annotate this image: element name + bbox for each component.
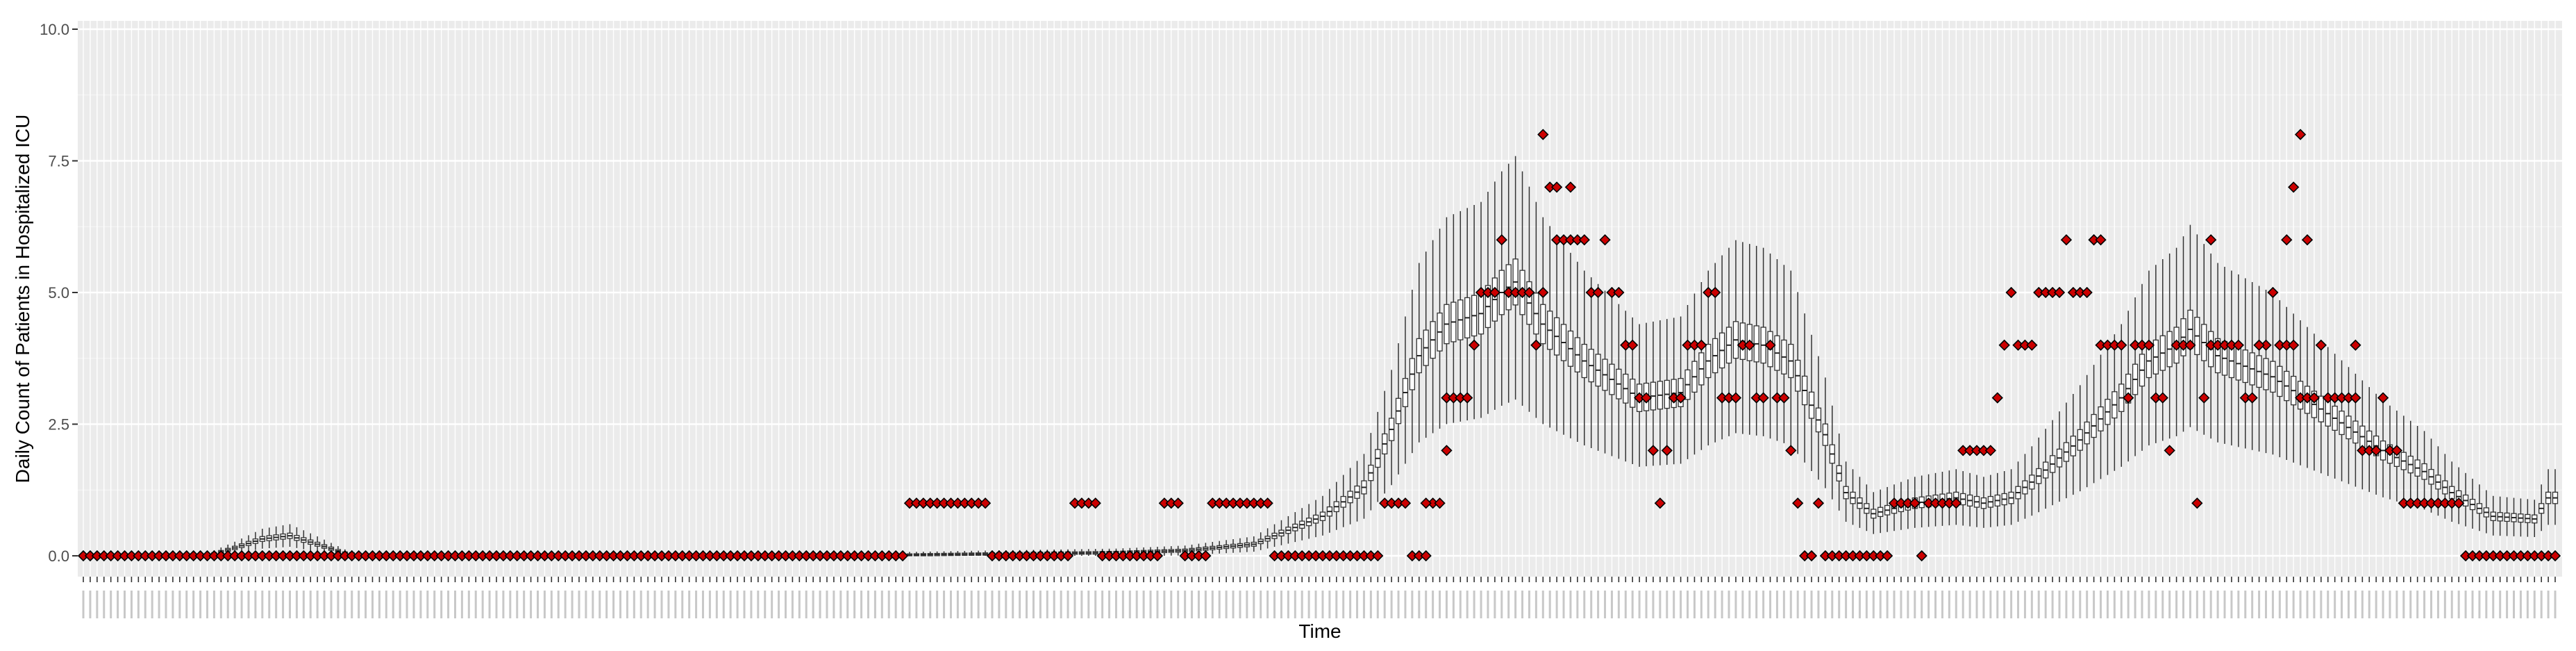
observed-point bbox=[2453, 497, 2465, 509]
observed-point bbox=[1654, 497, 1666, 509]
observed-point bbox=[1984, 445, 1996, 456]
observed-point bbox=[2123, 392, 2134, 404]
y-tick-label: 0.0 bbox=[48, 547, 69, 565]
observed-point bbox=[2095, 234, 2107, 246]
observed-point bbox=[1805, 550, 1818, 562]
observed-point bbox=[2315, 339, 2327, 351]
observed-point bbox=[1764, 339, 1776, 351]
observed-point bbox=[1496, 234, 1507, 246]
observed-point bbox=[1730, 392, 1742, 404]
observed-point bbox=[1613, 286, 1625, 299]
observed-point bbox=[1089, 497, 1101, 509]
y-tick-label: 5.0 bbox=[48, 284, 69, 302]
observed-point bbox=[1778, 392, 1790, 404]
plot-panel-background bbox=[78, 21, 2562, 577]
observed-point bbox=[1916, 550, 1927, 562]
observed-point bbox=[1564, 181, 1577, 193]
observed-point bbox=[2549, 550, 2561, 562]
observed-point bbox=[2198, 392, 2210, 404]
observed-point bbox=[1592, 286, 1604, 299]
observed-point bbox=[1399, 497, 1412, 509]
observed-point bbox=[1792, 497, 1804, 509]
observed-point bbox=[1420, 550, 1432, 562]
observed-point bbox=[1489, 286, 1501, 299]
x-axis-ticks bbox=[82, 577, 2557, 618]
observed-point bbox=[2184, 339, 2196, 351]
observed-point bbox=[1468, 339, 1480, 351]
observed-point bbox=[1950, 497, 1962, 509]
observed-point bbox=[1550, 181, 1563, 193]
observed-point bbox=[1743, 339, 1755, 351]
y-axis-ticks: 0.0 2.5 5.0 7.5 10.0 bbox=[40, 21, 78, 565]
observed-point bbox=[1420, 497, 1432, 509]
observed-point bbox=[1172, 497, 1184, 509]
y-tick-label: 7.5 bbox=[48, 153, 69, 170]
observed-point bbox=[1462, 392, 1473, 404]
observed-point bbox=[1785, 445, 1797, 456]
observed-point bbox=[2060, 234, 2073, 246]
observed-point bbox=[1640, 392, 1653, 404]
observed-point bbox=[1675, 392, 1687, 404]
observed-point bbox=[1812, 497, 1825, 509]
observed-point bbox=[2143, 339, 2155, 351]
observed-point bbox=[2005, 286, 2017, 299]
observed-point bbox=[1998, 339, 2010, 351]
observed-point bbox=[2053, 286, 2066, 299]
observed-points bbox=[77, 129, 2561, 562]
observed-point bbox=[2253, 339, 2265, 351]
observed-point bbox=[2350, 392, 2361, 404]
observed-point bbox=[1441, 445, 1453, 456]
observed-point bbox=[1991, 392, 2003, 404]
observed-point bbox=[1647, 445, 1659, 456]
x-axis-title: Time bbox=[1298, 620, 1341, 642]
observed-point bbox=[1372, 550, 1384, 562]
observed-point bbox=[2026, 339, 2038, 351]
y-tick-label: 2.5 bbox=[48, 416, 69, 434]
observed-point bbox=[2294, 129, 2307, 140]
y-tick-label: 10.0 bbox=[40, 21, 69, 38]
observed-point bbox=[2157, 392, 2168, 404]
observed-point bbox=[1530, 339, 1542, 351]
observed-point bbox=[896, 550, 909, 562]
observed-point bbox=[2205, 234, 2217, 246]
observed-point bbox=[2281, 234, 2293, 246]
observed-point bbox=[1709, 286, 1721, 299]
observed-point bbox=[2391, 445, 2403, 456]
observed-point bbox=[1151, 550, 1164, 562]
observed-point bbox=[1909, 497, 1921, 509]
observed-point bbox=[2370, 445, 2382, 456]
observed-point bbox=[1537, 129, 1549, 140]
observed-point bbox=[1661, 445, 1673, 456]
observed-point bbox=[2081, 286, 2093, 299]
observed-point bbox=[2246, 392, 2258, 404]
observed-point bbox=[2377, 392, 2389, 404]
observed-point bbox=[1262, 497, 1273, 509]
observed-point bbox=[2288, 339, 2300, 351]
observed-point bbox=[2116, 339, 2127, 351]
observed-point bbox=[1537, 286, 1549, 299]
observed-point bbox=[1523, 286, 1535, 299]
observed-point bbox=[1757, 392, 1769, 404]
observed-point bbox=[2164, 445, 2175, 456]
observed-point bbox=[1434, 497, 1446, 509]
observed-point bbox=[2288, 181, 2300, 193]
observed-point bbox=[2191, 497, 2203, 509]
observed-point bbox=[1200, 550, 1212, 562]
observed-point bbox=[2232, 339, 2244, 351]
observed-point bbox=[2301, 234, 2314, 246]
observed-point bbox=[2308, 392, 2320, 404]
y-axis-title: Daily Count of Patients in Hospitalized … bbox=[12, 115, 33, 484]
observed-point bbox=[1627, 339, 1639, 351]
observed-point bbox=[979, 497, 992, 509]
observed-point bbox=[2350, 339, 2361, 351]
observed-point bbox=[1062, 550, 1074, 562]
observed-point bbox=[1881, 550, 1893, 562]
observed-point bbox=[1578, 234, 1590, 246]
observed-point bbox=[1696, 339, 1707, 351]
observed-point bbox=[2267, 286, 2279, 299]
observed-point bbox=[1599, 234, 1611, 246]
